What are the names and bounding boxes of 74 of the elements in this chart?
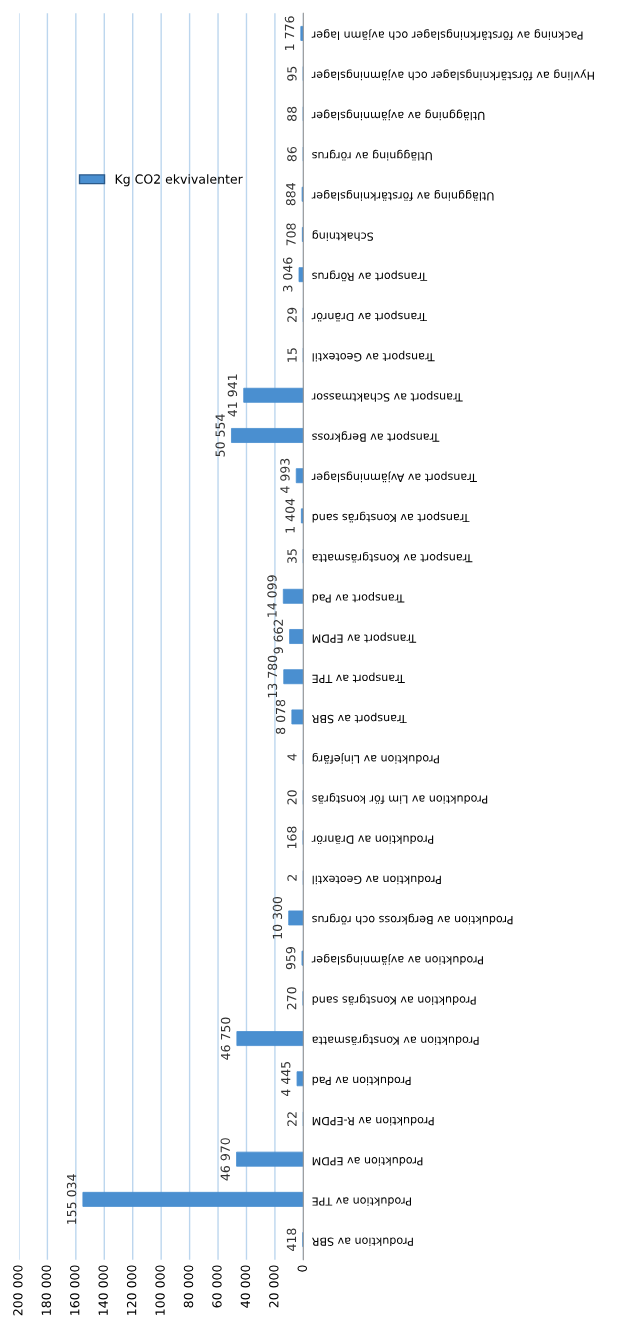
y-tick-label: Produktion av Konstgräsmatta [312,1034,479,1046]
x-tick-label: 120 000 [126,1265,137,1315]
data-label: 35 [287,549,297,564]
y-tick-label: Produktion av Bergkross och rörgrus [312,913,513,925]
data-label: 4 [287,753,297,761]
data-label: 86 [287,146,297,162]
y-tick-label: Schaktning [312,230,373,241]
x-tick-label: 0 [297,1265,307,1272]
data-label: 41 941 [227,374,238,417]
data-label: 708 [286,223,296,246]
x-tick-label: 180 000 [41,1265,52,1315]
y-tick-label: Produktion av Geotextil [312,875,441,885]
data-label: 10 300 [272,896,283,939]
y-tick-label: Hyvling av förstärkningslager och avjämningslager [311,69,594,81]
y-tick-label: Utläggning av avjämningslager [311,109,485,121]
data-label: 418 [286,1228,297,1251]
data-label: 168 [287,826,297,849]
y-tick-label: Produktion av avjämningslager [311,953,483,965]
data-label: 8 078 [275,699,286,734]
data-label: 15 [287,348,297,362]
x-tick-label: 100 000 [155,1265,165,1315]
data-label: 959 [285,947,296,970]
data-label: 2 [287,875,297,881]
data-label: 13 780 [267,655,278,698]
y-tick-label: Produktion av Konstgräs sand [312,994,476,1005]
data-label: 4 993 [280,458,290,493]
y-tick-label: Transport av Bergkross [312,431,440,443]
y-tick-label: Transport av Dränrör [311,310,427,322]
y-tick-label: Produktion av SBR [312,1237,413,1247]
x-tick-label: 40 000 [240,1265,251,1308]
y-tick-label: Produktion av Lim för konstgräs [312,793,488,804]
y-tick-label: Produktion av Pad [312,1076,411,1086]
y-tick-label: Transport av Konstgräsmatta [312,551,473,563]
y-tick-label: Transport av Pad [312,592,405,603]
data-label: 22 [287,1112,297,1126]
y-tick-label: Produktion av R-EPDM [312,1116,434,1126]
data-label: 95 [287,66,297,81]
y-tick-label: Transport av Schaktmassor [311,391,463,402]
data-label: 46 750 [220,1017,231,1060]
y-tick-label: Utläggning av förstärkningslager [311,190,494,201]
y-tick-label: Transport av Avjämningslager [311,471,477,483]
data-label: 14 099 [267,575,277,617]
data-label: 1 404 [285,498,295,533]
y-tick-label: Transport av Geotextil [312,350,435,362]
data-label: 270 [286,987,297,1010]
y-tick-label: Transport av Rörgrus [312,270,428,282]
y-tick-label: Utläggning av rörgrus [312,149,432,161]
data-label: 88 [287,106,297,121]
x-tick-label: 160 000 [70,1265,80,1315]
y-tick-label: Packning av förstärkningslager och avjämn lager [311,29,583,40]
data-label: 3 046 [282,257,293,292]
x-tick-label: 140 000 [98,1265,108,1315]
legend-label: Kg CO2 ekvivalenter [115,174,243,187]
x-tick-label: 20 000 [269,1265,279,1308]
data-label: 50 554 [215,414,225,457]
data-label: 20 [287,790,297,805]
x-tick-label: 80 000 [183,1265,194,1308]
data-label: 155 034 [66,1174,77,1224]
y-tick-label: Produktion av Linjefärg [312,752,439,764]
y-tick-label: Transport av EPDM [312,632,417,643]
y-tick-label: Produktion av TPE [312,1197,411,1206]
y-tick-label: Produktion av Dränrör [311,835,434,845]
data-label: 29 [287,307,297,322]
y-tick-label: Produktion av EPDM [312,1157,423,1166]
data-label: 4 445 [281,1061,291,1097]
data-label: 9 662 [273,619,284,654]
x-tick-label: 60 000 [212,1265,222,1308]
y-tick-label: Transport av TPE [312,672,405,683]
data-label: 884 [286,183,296,206]
data-label: 1 776 [284,16,295,50]
y-tick-label: Transport av Konstgräs sand [312,511,470,523]
x-tick-label: 200 000 [13,1265,23,1316]
y-tick-label: Transport av SBR [312,712,407,724]
data-label: 46 970 [220,1138,230,1181]
